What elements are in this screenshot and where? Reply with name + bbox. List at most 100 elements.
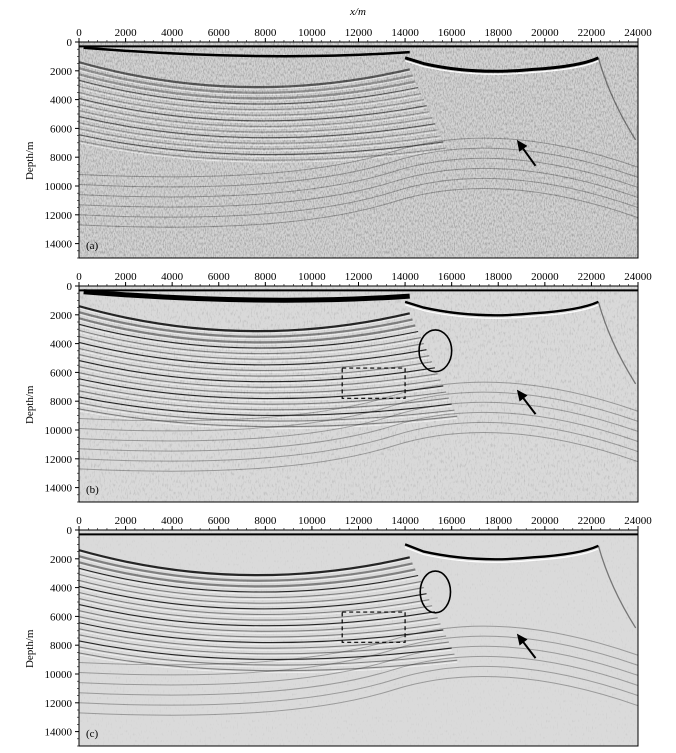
- reflector-line: [79, 341, 427, 366]
- x-tick-label: 10000: [298, 515, 326, 527]
- deep-reflector-line: [79, 401, 638, 442]
- reflector-line: [79, 134, 444, 156]
- reflector-line-light: [79, 563, 416, 589]
- y-tick-label: 10000: [45, 669, 73, 681]
- x-tick-label: 20000: [531, 27, 559, 39]
- reflector-line: [79, 598, 433, 621]
- dashed-box-annotation: [341, 611, 406, 643]
- reflector-line: [79, 360, 435, 383]
- reflector-line-light: [79, 356, 433, 379]
- reflector-line: [79, 579, 424, 604]
- reflector-line: [79, 402, 455, 422]
- y-tick-label: 6000: [50, 367, 73, 379]
- reflector-line-light: [79, 106, 430, 129]
- reflector-line-light: [79, 136, 444, 157]
- x-tick-label: 14000: [391, 515, 419, 527]
- reflector-line-light: [79, 124, 438, 146]
- dashed-box-annotation: [341, 367, 406, 399]
- x-tick-label: 8000: [254, 27, 277, 39]
- reflector-line: [79, 97, 427, 122]
- seismic-image: [79, 286, 638, 502]
- reflector-line-light: [79, 94, 424, 118]
- x-tick-label: 10000: [298, 271, 326, 283]
- reflector-line: [79, 549, 410, 577]
- salt-top-reflector: [404, 300, 599, 317]
- reflector-line-light: [79, 654, 458, 674]
- image-texture: [79, 530, 638, 746]
- y-tick-label: 10000: [45, 181, 73, 193]
- y-tick-label: 2000: [50, 310, 73, 322]
- x-tick-label: 24000: [624, 27, 652, 39]
- x-tick-label: 14000: [391, 27, 419, 39]
- reflector-line-light: [79, 624, 444, 645]
- image-texture: [79, 42, 638, 258]
- reflector-line: [79, 616, 441, 638]
- reflector-line: [79, 366, 438, 388]
- salt-top-reflector-light: [404, 304, 599, 319]
- x-tick-label: 12000: [345, 515, 373, 527]
- panel-label: (b): [86, 484, 99, 496]
- reflector-line: [79, 85, 422, 111]
- x-axis-title: x/m: [349, 6, 366, 18]
- reflector-line: [79, 79, 419, 105]
- reflector-line-light: [79, 350, 430, 373]
- y-tick-label: 0: [67, 525, 73, 537]
- shallow-strong-reflector: [83, 289, 410, 303]
- panel-1: 0 2000 4000 6000 8000 10000 12000 14000 16000 180…: [24, 27, 652, 259]
- reflector-line: [79, 122, 438, 144]
- reflector-line: [79, 561, 416, 588]
- y-tick-label: 4000: [50, 583, 73, 595]
- reflector-line-light: [79, 392, 449, 413]
- deep-reflector-line: [79, 625, 638, 666]
- reflector-line: [79, 67, 413, 94]
- y-axis-title: Depth/m: [24, 385, 36, 424]
- reflector-line-light: [79, 344, 427, 368]
- salt-top-reflector-light: [404, 60, 599, 75]
- y-tick-label: 10000: [45, 425, 73, 437]
- reflector-line: [79, 567, 419, 593]
- panel-label: (c): [86, 728, 99, 740]
- x-tick-label: 10000: [298, 27, 326, 39]
- reflector-line: [79, 408, 458, 428]
- x-tick-label: 4000: [161, 515, 184, 527]
- reflector-line: [79, 329, 422, 355]
- reflector-line-light: [79, 398, 452, 418]
- x-tick-label: 2000: [115, 271, 138, 283]
- flank-reflector: [597, 301, 637, 385]
- reflector-line-light: [79, 87, 421, 112]
- seismic-image: [79, 530, 638, 746]
- deep-reflector-line: [79, 676, 638, 716]
- reflector-line: [79, 305, 410, 333]
- arrow-annotation: [516, 633, 537, 659]
- reflector-line: [79, 91, 424, 116]
- reflector-line-light: [79, 606, 435, 629]
- deep-reflector-line: [79, 157, 638, 198]
- reflector-line-light: [79, 636, 449, 657]
- x-tick-label: 6000: [208, 515, 231, 527]
- deep-reflector-line: [79, 411, 638, 452]
- x-tick-label: 2000: [115, 27, 138, 39]
- deep-reflector-line: [79, 381, 638, 422]
- reflector-line: [79, 354, 433, 377]
- reflector-line: [79, 622, 444, 644]
- x-tick-label: 18000: [485, 27, 513, 39]
- reflector-line: [79, 555, 413, 582]
- x-tick-label: 16000: [438, 27, 466, 39]
- panel-2: 0 2000 4000 6000 8000 10000 12000 14000 16000 180…: [24, 271, 652, 503]
- reflector-line: [79, 317, 416, 344]
- reflector-line-light: [79, 575, 421, 600]
- reflector-line-light: [79, 630, 447, 651]
- deep-reflector-line: [79, 635, 638, 676]
- reflector-line: [79, 640, 452, 661]
- reflector-line: [79, 335, 424, 360]
- reflector-line: [79, 390, 449, 411]
- x-tick-label: 16000: [438, 271, 466, 283]
- deep-reflector-line: [79, 421, 638, 462]
- reflector-line: [79, 323, 419, 349]
- reflector-line-light: [79, 63, 410, 90]
- reflector-line-light: [79, 325, 419, 351]
- reflector-line-light: [79, 81, 419, 107]
- reflector-line: [79, 610, 438, 632]
- reflector-line-light: [79, 618, 441, 640]
- reflector-line: [79, 646, 455, 666]
